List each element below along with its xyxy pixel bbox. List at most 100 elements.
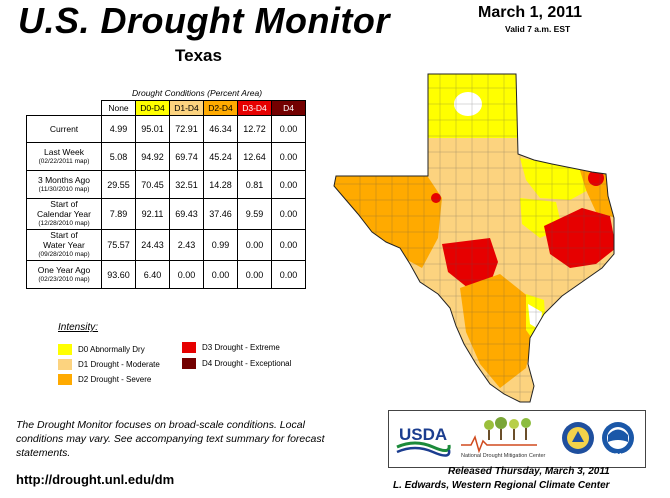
row-label: 3 Months Ago (11/30/2010 map) bbox=[26, 170, 102, 199]
legend-swatch-d3 bbox=[182, 342, 196, 353]
ndmc-tree-icon bbox=[484, 420, 494, 430]
ndmc-text: National Drought Mitigation Center bbox=[461, 453, 546, 459]
release-date: Released Thursday, March 3, 2011 bbox=[448, 466, 610, 477]
cell: 29.55 bbox=[101, 170, 136, 199]
drought-areas bbox=[334, 74, 614, 402]
cell: 4.99 bbox=[101, 115, 136, 143]
table-row-3-months-ago: 3 Months Ago (11/30/2010 map) 29.55 70.45… bbox=[26, 170, 306, 199]
table-row-current: Current 4.99 95.01 72.91 46.34 12.72 0.0… bbox=[26, 115, 306, 143]
row-label-text-2: Water Year bbox=[43, 240, 85, 250]
cell: 45.24 bbox=[203, 142, 238, 171]
cell: 32.51 bbox=[169, 170, 204, 199]
cell: 24.43 bbox=[135, 229, 170, 261]
legend-item-d3: D3 Drought - Extreme bbox=[182, 342, 280, 353]
cell: 0.00 bbox=[271, 229, 306, 261]
table-row-start-water-year: Start of Water Year (09/28/2010 map) 75.57… bbox=[26, 229, 306, 261]
noaa-logo: NOAA bbox=[602, 422, 634, 459]
drought-conditions-table: None D0-D4 D1-D4 D2-D4 D3-D4 D4 Current … bbox=[26, 100, 306, 289]
ndmc-logo: National Drought Mitigation Center bbox=[461, 417, 546, 459]
cell: 6.40 bbox=[135, 260, 170, 289]
row-label: One Year Ago (02/23/2010 map) bbox=[26, 260, 102, 289]
ndmc-tree-icon bbox=[509, 419, 519, 429]
cell: 95.01 bbox=[135, 115, 170, 143]
seal-emblem-icon bbox=[572, 431, 584, 442]
row-sublabel: (09/28/2010 map) bbox=[38, 251, 90, 258]
legend-swatch-d2 bbox=[58, 374, 72, 385]
usda-text: USDA bbox=[399, 425, 447, 444]
row-label: Current bbox=[26, 115, 102, 143]
row-sublabel: (12/28/2010 map) bbox=[38, 220, 90, 227]
table-caption: Drought Conditions (Percent Area) bbox=[132, 88, 263, 98]
cell: 46.34 bbox=[203, 115, 238, 143]
row-label-text-2: Calendar Year bbox=[37, 209, 91, 219]
cell: 0.00 bbox=[271, 170, 306, 199]
row-label-text: Start of bbox=[50, 199, 78, 209]
ndmc-trunk bbox=[513, 429, 515, 440]
legend-label: D1 Drought - Moderate bbox=[78, 360, 160, 369]
row-label-text: Current bbox=[49, 124, 79, 134]
cell: 14.28 bbox=[203, 170, 238, 199]
usda-swoosh-green bbox=[396, 441, 451, 452]
row-sublabel: (11/30/2010 map) bbox=[38, 185, 90, 193]
col-d1-d4: D1-D4 bbox=[169, 100, 204, 116]
cell: 0.00 bbox=[271, 115, 306, 143]
cell: 7.89 bbox=[101, 198, 136, 230]
partner-logos: USDA National Drought Mitigation Center bbox=[388, 410, 646, 468]
ndmc-tree-icon bbox=[495, 417, 507, 429]
col-d4: D4 bbox=[271, 100, 306, 116]
cell: 0.99 bbox=[203, 229, 238, 261]
texas-drought-map bbox=[333, 73, 615, 403]
cell: 0.00 bbox=[169, 260, 204, 289]
texas-outline bbox=[333, 73, 615, 403]
cell: 0.00 bbox=[271, 142, 306, 171]
cell: 9.59 bbox=[237, 198, 272, 230]
table-row-last-week: Last Week (02/22/2011 map) 5.08 94.92 69.… bbox=[26, 142, 306, 171]
row-label: Start of Water Year (09/28/2010 map) bbox=[26, 229, 102, 261]
cell: 69.43 bbox=[169, 198, 204, 230]
table-header-row: None D0-D4 D1-D4 D2-D4 D3-D4 D4 bbox=[27, 100, 306, 116]
ndmc-trunk bbox=[488, 430, 490, 440]
partner-logos-graphic: USDA National Drought Mitigation Center bbox=[396, 417, 634, 459]
cell: 94.92 bbox=[135, 142, 170, 171]
usda-logo: USDA bbox=[396, 425, 451, 457]
ndmc-trunk bbox=[525, 428, 527, 440]
west-d2-area bbox=[334, 168, 442, 268]
col-none: None bbox=[101, 100, 136, 116]
legend-label: D2 Drought - Severe bbox=[78, 375, 152, 384]
row-label-text: One Year Ago bbox=[37, 264, 91, 275]
legend-label: D0 Abnormally Dry bbox=[78, 345, 145, 354]
map-date: March 1, 2011 bbox=[478, 4, 583, 21]
south-d2-area bbox=[460, 274, 534, 388]
row-label-text: 3 Months Ago bbox=[38, 174, 90, 185]
cell: 72.91 bbox=[169, 115, 204, 143]
row-label: Start of Calendar Year (12/28/2010 map) bbox=[26, 198, 102, 230]
cell: 0.00 bbox=[237, 260, 272, 289]
cell: 92.11 bbox=[135, 198, 170, 230]
row-label-text: Last Week bbox=[43, 146, 84, 157]
cell: 0.81 bbox=[237, 170, 272, 199]
cell: 93.60 bbox=[101, 260, 136, 289]
legend-label: D3 Drought - Extreme bbox=[202, 343, 280, 352]
drought-monitor-link[interactable]: http://drought.unl.edu/dm bbox=[16, 472, 175, 487]
cell: 2.43 bbox=[169, 229, 204, 261]
row-sublabel: (02/22/2011 map) bbox=[38, 157, 90, 165]
cell: 37.46 bbox=[203, 198, 238, 230]
col-d2-d4: D2-D4 bbox=[203, 100, 238, 116]
legend-item-d0: D0 Abnormally Dry bbox=[58, 344, 145, 355]
commerce-seal bbox=[562, 422, 594, 454]
disclaimer-note: The Drought Monitor focuses on broad-sca… bbox=[16, 419, 325, 459]
east-d3-area bbox=[544, 208, 614, 268]
legend-swatch-d0 bbox=[58, 344, 72, 355]
cell: 70.45 bbox=[135, 170, 170, 199]
west-d3-area bbox=[431, 193, 441, 203]
cell: 0.00 bbox=[237, 229, 272, 261]
ndmc-tree-icon bbox=[521, 418, 531, 428]
cell: 12.64 bbox=[237, 142, 272, 171]
ndmc-pulse-line bbox=[461, 434, 537, 454]
noaa-text: NOAA bbox=[611, 453, 626, 459]
cell: 0.00 bbox=[271, 260, 306, 289]
noaa-bird-icon bbox=[608, 429, 628, 442]
cell: 12.72 bbox=[237, 115, 272, 143]
table-row-start-calendar-year: Start of Calendar Year (12/28/2010 map) 7.… bbox=[26, 198, 306, 230]
cell: 0.00 bbox=[271, 198, 306, 230]
